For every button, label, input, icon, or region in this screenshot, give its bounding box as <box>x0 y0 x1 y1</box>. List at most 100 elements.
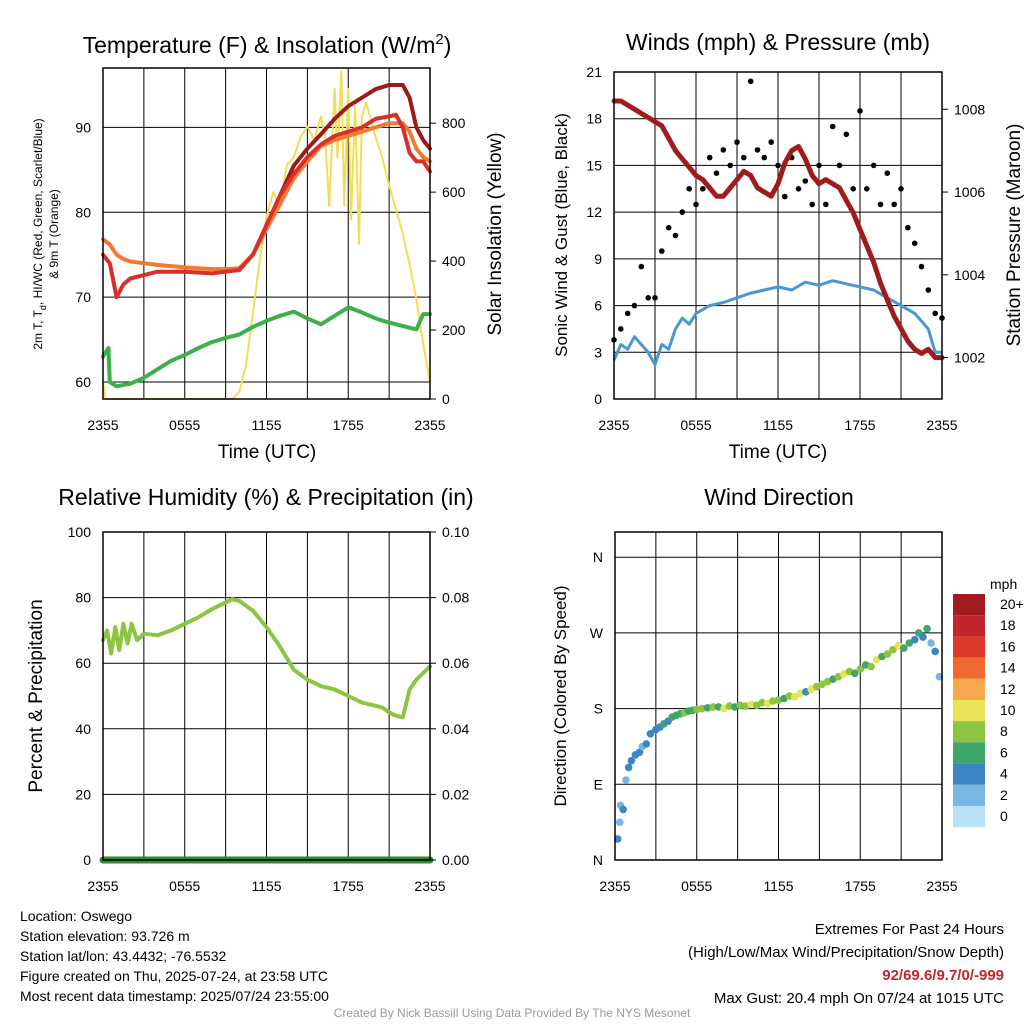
wind-direction-point <box>627 757 636 765</box>
gust-point <box>843 131 850 138</box>
legend-label: 4 <box>1000 766 1008 782</box>
x-tick-label: 1755 <box>845 878 876 894</box>
y-tick-label: 80 <box>75 590 91 606</box>
wind-direction-point <box>642 740 651 748</box>
x-tick-label: 1155 <box>763 417 793 433</box>
right-y-tick-label: 0.04 <box>442 721 469 737</box>
gust-point <box>741 154 747 161</box>
gust-point <box>645 295 651 301</box>
x-tick-label: 2355 <box>414 878 445 894</box>
humidity-gridlines <box>103 531 430 861</box>
gust-point <box>618 326 624 332</box>
right-y-tick-label: 0 <box>442 391 450 407</box>
gust-point <box>802 178 809 184</box>
series-line-rh <box>101 597 432 720</box>
legend-label: 0 <box>1000 808 1008 824</box>
legend-label: 12 <box>1000 681 1016 697</box>
gust-point <box>823 201 829 208</box>
y-tick-label: W <box>590 625 604 641</box>
gust-point <box>775 162 781 169</box>
gust-point <box>713 170 720 176</box>
temperature-axis-ticks: 2355 0555 1155 1755 2355 60 70 80 90 0 200 400 600 80… <box>75 115 465 433</box>
gust-point <box>809 201 815 208</box>
y-tick-label: 21 <box>586 64 602 80</box>
y-tick-label: 18 <box>586 111 602 127</box>
x-tick-label: 1755 <box>333 417 364 433</box>
gust-point <box>870 162 877 169</box>
gust-point <box>652 295 658 301</box>
y-tick-label: 12 <box>586 204 602 220</box>
series-line-2m-t <box>101 112 432 300</box>
winds-y-axis-label: Sonic Wind & Gust (Blue, Black) <box>552 113 571 357</box>
series-line-heat-index <box>278 83 432 198</box>
right-y-tick-label: 1004 <box>954 267 985 283</box>
legend-label: 16 <box>1000 638 1016 654</box>
y-tick-label: 0 <box>594 391 602 407</box>
extremes-title: Extremes For Past 24 Hours <box>814 921 1004 938</box>
wind-direction-gridlines <box>615 532 942 861</box>
x-tick-label: 1755 <box>844 417 875 433</box>
y-tick-label: 80 <box>75 204 91 220</box>
station-latlon: Station lat/lon: 43.4432; -76.5532 <box>20 948 227 964</box>
gust-point <box>905 224 911 231</box>
wind-direction-point <box>900 644 908 652</box>
legend-swatch <box>953 636 985 658</box>
humidity-plot-frame <box>102 531 431 861</box>
wind-direction-point <box>709 703 717 711</box>
gust-point <box>727 162 733 169</box>
legend-swatch <box>953 784 985 806</box>
legend-label: 8 <box>1000 723 1008 739</box>
temperature-x-axis-label: Time (UTC) <box>218 442 317 463</box>
right-y-tick-label: 1002 <box>954 350 985 366</box>
gust-point <box>754 147 761 153</box>
x-tick-label: 2355 <box>598 417 629 433</box>
gust-point <box>761 154 768 161</box>
humidity-y-axis-label: Percent & Precipitation <box>26 599 47 792</box>
wind-direction-plot-frame <box>614 531 943 861</box>
right-y-tick-label: 0.06 <box>442 655 469 671</box>
temperature-chart-title: Temperature (F) & Insolation (W/m2) <box>83 31 452 58</box>
winds-panel: Winds (mph) & Pressure (mb) 2355 0555 1155… <box>552 29 1024 463</box>
max-gust: Max Gust: 20.4 mph On 07/24 at 1015 UTC <box>713 990 1004 1007</box>
gust-point <box>857 108 863 114</box>
gust-point <box>829 123 836 130</box>
wind-direction-point <box>867 662 875 671</box>
station-location: Location: Oswego <box>20 908 133 924</box>
right-y-tick-label: 1008 <box>954 101 985 117</box>
wind-direction-points <box>613 624 944 843</box>
x-tick-label: 2355 <box>414 417 445 433</box>
gust-point <box>665 224 672 231</box>
series-line-sonic-wind <box>612 279 942 367</box>
gust-point <box>932 310 938 317</box>
y-tick-label: 60 <box>75 655 91 671</box>
insolation-y-axis-label: Solar Insolation (Yellow) <box>485 132 506 335</box>
legend-label: 2 <box>1000 787 1008 803</box>
gust-point <box>686 186 692 192</box>
legend-label: 10 <box>1000 702 1016 718</box>
right-y-tick-label: 0.00 <box>442 852 469 868</box>
gust-point <box>659 248 665 254</box>
y-tick-label: 9 <box>594 251 602 267</box>
series-line-9m-t <box>101 121 432 272</box>
y-tick-label: 40 <box>75 721 91 737</box>
legend-label: 6 <box>1000 744 1008 760</box>
wind-direction-point <box>883 650 892 658</box>
pressure-y-axis-label: Station Pressure (Maroon) <box>1004 124 1024 347</box>
legend-title: mph <box>990 576 1017 592</box>
station-info: Location: Oswego Station elevation: 93.7… <box>20 906 329 1006</box>
gust-point <box>877 201 884 208</box>
gust-point <box>631 302 638 309</box>
x-tick-label: 2355 <box>599 878 630 894</box>
gust-point <box>693 201 699 208</box>
humidity-panel: Relative Humidity (%) & Precipitation (i… <box>26 484 474 894</box>
legend-label: 20+ <box>1000 596 1024 612</box>
x-tick-label: 0555 <box>169 417 200 433</box>
wind-direction-point <box>905 639 914 647</box>
humidity-chart-title: Relative Humidity (%) & Precipitation (i… <box>58 484 473 510</box>
wind-direction-point <box>889 645 897 654</box>
temperature-y-axis-label: 2m T, Td, HI/WC (Red, Green, Scarlet/Blu… <box>31 118 48 349</box>
legend-swatch <box>953 615 985 637</box>
legend-swatch <box>953 742 985 764</box>
y-tick-label: N <box>593 549 603 565</box>
winds-gridlines <box>614 71 942 400</box>
